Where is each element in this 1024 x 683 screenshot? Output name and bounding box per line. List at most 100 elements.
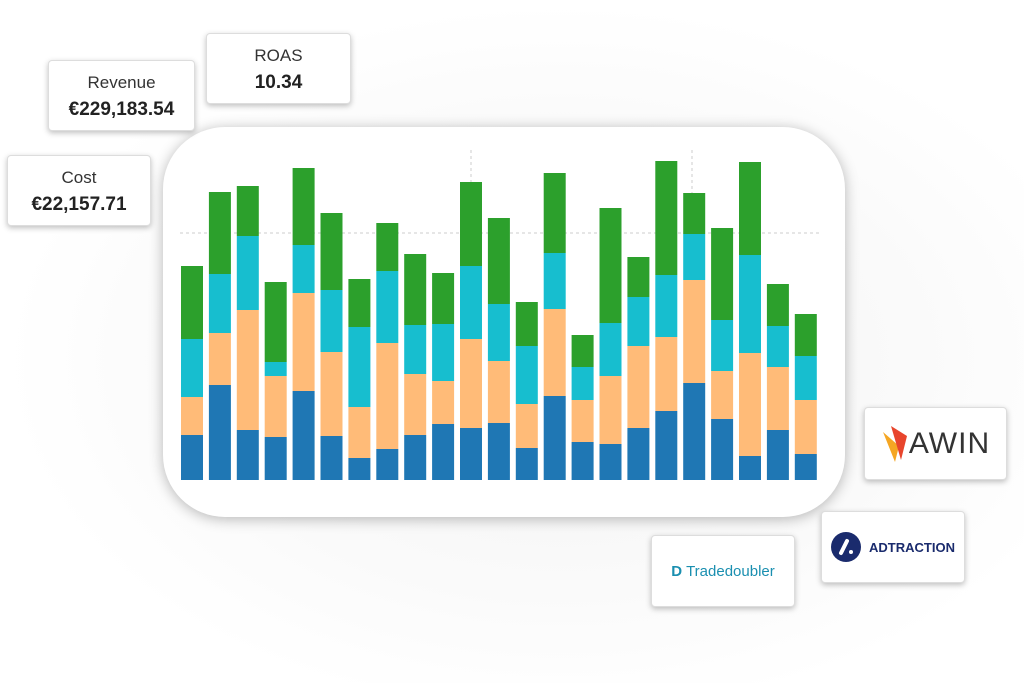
awin-icon — [882, 425, 907, 462]
bar-segment — [404, 374, 427, 435]
bar-segment — [543, 173, 566, 253]
logo-text: AWIN — [908, 426, 991, 460]
logo-icon: D — [671, 562, 683, 580]
bar-segment — [348, 327, 371, 407]
bar-segment — [794, 454, 817, 480]
bar-segment — [348, 458, 371, 480]
bar-segment — [432, 381, 455, 424]
bar-segment — [236, 186, 259, 236]
roas-card: ROAS 10.34 — [206, 33, 351, 104]
bar-segment — [599, 323, 622, 376]
bar-segment — [376, 343, 399, 449]
bar-segment — [711, 228, 734, 320]
bar-segment — [208, 333, 231, 385]
bar-segment — [655, 337, 678, 411]
bar-segment — [739, 456, 761, 480]
bar-segment — [208, 274, 231, 333]
bar-segment — [515, 448, 538, 480]
bar-segment — [655, 161, 678, 275]
adtraction-icon — [831, 532, 862, 562]
bar-segment — [487, 304, 510, 361]
bar-segment — [599, 376, 622, 444]
bar-segment — [599, 208, 622, 323]
bar-segment — [683, 234, 706, 280]
bar-segment — [264, 437, 287, 480]
bar-segment — [348, 279, 371, 327]
bar-segment — [739, 162, 761, 255]
bar-segment — [571, 400, 594, 442]
bar-segment — [627, 346, 650, 428]
bar-segment — [320, 213, 343, 290]
bar-segment — [766, 430, 789, 480]
bar-segment — [292, 168, 315, 245]
bar-segment — [543, 253, 566, 309]
bar-segment — [320, 436, 343, 480]
bar-segment — [208, 385, 231, 480]
bar-segment — [404, 435, 427, 480]
bar-segment — [181, 339, 203, 397]
bar-segment — [320, 352, 343, 436]
bar-segment — [739, 353, 761, 456]
bar-segment — [376, 449, 399, 480]
card-value: €229,183.54 — [68, 99, 175, 120]
bar-segment — [236, 310, 259, 430]
bar-segment — [460, 339, 482, 428]
bar-segment — [487, 423, 510, 480]
bar-segment — [571, 367, 594, 400]
bar-segment — [404, 254, 427, 325]
bar-segment — [236, 236, 259, 310]
bar-segment — [376, 271, 399, 343]
bar-segment — [794, 314, 817, 356]
bar-segment — [711, 320, 734, 371]
tradedoubler-logo: D Tradedoubler — [651, 535, 795, 607]
card-label: Revenue — [87, 73, 156, 92]
cost-card: Cost €22,157.71 — [7, 155, 151, 226]
bar-segment — [432, 424, 455, 480]
bar-segment — [348, 407, 371, 458]
bar-segment — [181, 266, 203, 339]
awin-logo: AWIN — [864, 407, 1007, 480]
card-label: ROAS — [254, 46, 303, 65]
bar-segment — [683, 280, 706, 383]
bar-segment — [627, 257, 650, 297]
bar-segment — [599, 444, 622, 480]
bar-segment — [683, 193, 706, 234]
bar-segment — [432, 273, 455, 324]
bar-segment — [515, 302, 538, 346]
bar-segment — [320, 290, 343, 352]
bar-segment — [208, 192, 231, 274]
bar-segment — [766, 367, 789, 430]
bar-segment — [711, 419, 734, 480]
card-value: 10.34 — [254, 72, 303, 93]
bar-segment — [460, 266, 482, 339]
bar-segment — [683, 383, 706, 480]
bar-segment — [181, 397, 203, 435]
bar-segment — [404, 325, 427, 374]
bar-segment — [711, 371, 734, 419]
bar-segment — [543, 396, 566, 480]
bar-segment — [487, 218, 510, 304]
bar-segment — [794, 356, 817, 400]
bar-segment — [376, 223, 399, 271]
bar-segment — [460, 182, 482, 266]
revenue-card: Revenue €229,183.54 — [48, 60, 195, 131]
bar-segment — [515, 346, 538, 404]
bar-segment — [236, 430, 259, 480]
bar-segment — [460, 428, 482, 480]
bar-segment — [571, 442, 594, 480]
bar-segment — [543, 309, 566, 396]
logo-text: Tradedoubler — [686, 562, 775, 580]
bar-segment — [627, 297, 650, 346]
bar-segment — [571, 335, 594, 367]
bar-segment — [264, 362, 287, 376]
card-label: Cost — [61, 168, 97, 187]
logo-text: ADTRACTION — [869, 539, 955, 555]
bar-segment — [794, 400, 817, 454]
bar-segment — [292, 245, 315, 293]
bar-segment — [739, 255, 761, 353]
bar-segment — [655, 411, 678, 480]
bar-segment — [292, 293, 315, 391]
adtraction-logo: ADTRACTION — [821, 511, 965, 583]
